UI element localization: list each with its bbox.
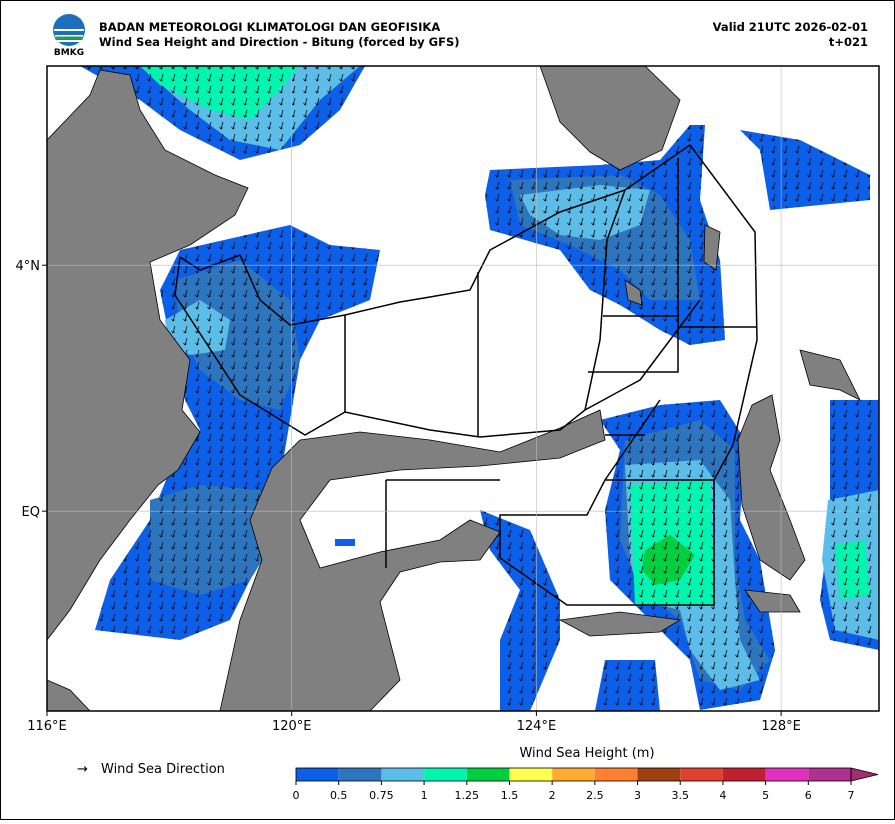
colorbar-frame: [295, 767, 852, 782]
axes: 116°E 120°E 124°E 128°E 4°N EQ: [16, 259, 801, 734]
legend-symbol: →: [77, 762, 88, 777]
colorbar-tick-label: 4: [719, 789, 726, 802]
title: Wind Sea Height and Direction - Bitung (…: [99, 35, 460, 49]
colorbar-tick-label: 7: [848, 789, 855, 802]
y-tick-label: 4°N: [16, 259, 41, 274]
map-frame: [46, 65, 880, 712]
colorbar-tick-label: 1.25: [455, 789, 480, 802]
colorbar-tick-label: 2: [549, 789, 556, 802]
colorbar-bin: [765, 768, 809, 781]
lead-time: t+021: [829, 35, 868, 49]
valid-time: Valid 21UTC 2026-02-01: [713, 20, 868, 34]
org-name: BADAN METEOROLOGI KLIMATOLOGI DAN GEOFIS…: [99, 20, 440, 34]
x-tick-label: 120°E: [272, 719, 312, 734]
map: [47, 66, 879, 711]
colorbar-bin: [808, 768, 851, 781]
legend-label: Wind Sea Direction: [101, 762, 225, 777]
logo-text: BMKG: [54, 48, 84, 58]
colorbar-tick-label: 0: [293, 789, 300, 802]
colorbar-label: Wind Sea Height (m): [519, 746, 654, 761]
colorbar-bin: [338, 768, 382, 781]
land: [47, 66, 861, 711]
colorbar-bin: [424, 768, 467, 781]
colorbar-tick-label: 0.75: [369, 789, 394, 802]
x-tick-label: 128°E: [761, 719, 801, 734]
zone-boundaries: [174, 143, 758, 606]
colorbar-bin: [552, 768, 595, 781]
colorbar-bin: [381, 768, 425, 781]
colorbar-bin: [509, 768, 553, 781]
y-tick-label: EQ: [22, 505, 40, 520]
x-tick-label: 116°E: [27, 719, 67, 734]
colorbar-tick-label: 3: [634, 789, 641, 802]
colorbar-tick-label: 0.5: [330, 789, 348, 802]
colorbar-tick-label: 1.5: [501, 789, 519, 802]
colorbar-tick-label: 6: [805, 789, 812, 802]
colorbar-bin: [680, 768, 723, 781]
colorbar-tick-label: 2.5: [586, 789, 604, 802]
x-tick-label: 124°E: [517, 719, 557, 734]
wave-field: [80, 66, 879, 711]
colorbar-bin: [594, 768, 638, 781]
colorbar-tick-label: 5: [762, 789, 769, 802]
logo: BMKG: [53, 14, 85, 58]
colorbar-bin: [722, 768, 766, 781]
grid: [47, 66, 879, 711]
colorbar-bin: [296, 768, 339, 781]
colorbar-bin: [637, 768, 681, 781]
colorbar-bin: [466, 768, 510, 781]
colorbar-tick-label: 1: [421, 789, 428, 802]
colorbar: 0 0.5 0.75 1 1.25 1.5 2 2.5 3 3.5 4 5 6 7: [293, 767, 879, 802]
colorbar-tick-label: 3.5: [671, 789, 689, 802]
